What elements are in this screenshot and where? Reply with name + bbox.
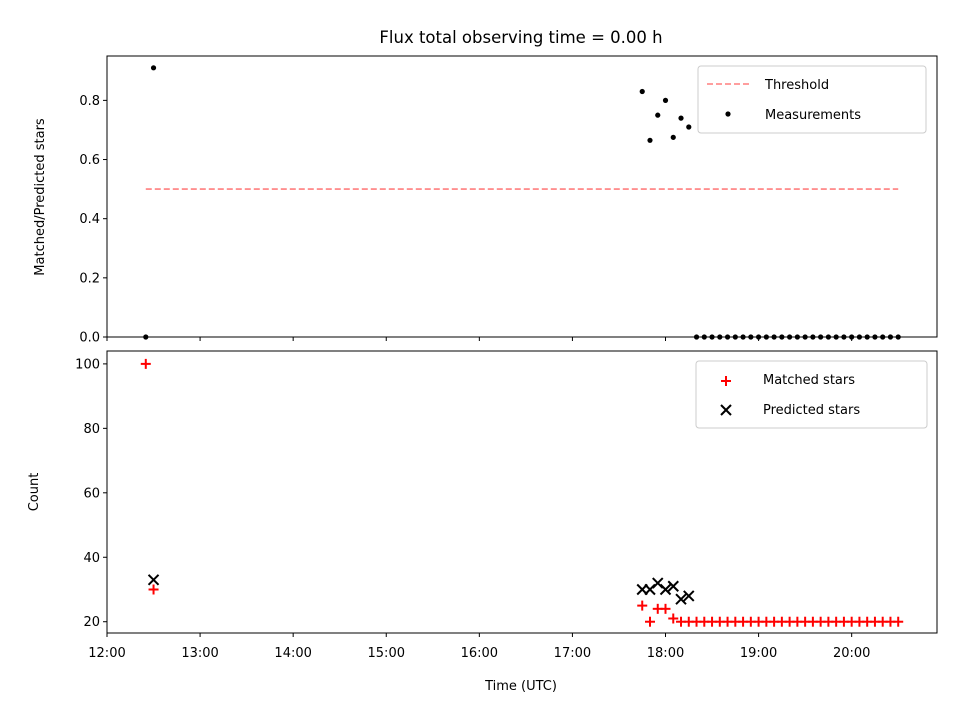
top-panel: 0.00.20.40.60.8 Matched/Predicted stars … xyxy=(33,55,938,346)
measurement-point xyxy=(647,137,653,143)
matched-star-point xyxy=(893,616,904,627)
legend-measurements-label: Measurements xyxy=(765,108,861,123)
x-tick-label: 20:00 xyxy=(833,646,870,661)
x-tick-label: 12:00 xyxy=(88,646,125,661)
top-y-axis-label: Matched/Predicted stars xyxy=(33,118,48,276)
top-y-tick-label: 0.6 xyxy=(79,153,100,168)
matched-star-point xyxy=(660,603,671,614)
bot-y-tick-label: 100 xyxy=(75,357,100,372)
chart-title: Flux total observing time = 0.00 h xyxy=(379,28,662,47)
top-y-tick-label: 0.4 xyxy=(79,212,100,227)
bot-y-tick-label: 80 xyxy=(83,422,100,437)
bot-y-tick-label: 20 xyxy=(83,615,100,630)
legend-matched-swatch xyxy=(721,376,731,386)
bot-y-tick-label: 40 xyxy=(83,551,100,566)
predicted-star-point xyxy=(147,574,160,586)
legend-measurements-swatch xyxy=(725,111,731,117)
x-tick-label: 19:00 xyxy=(740,646,777,661)
predicted-star-point xyxy=(659,583,672,596)
x-tick-label: 17:00 xyxy=(554,646,591,661)
x-tick-label: 16:00 xyxy=(461,646,498,661)
bottom-panel: 20 40 60 80 100 12:00 13:00 14:00 15:00 16:00 17:… xyxy=(27,350,938,694)
measurement-point xyxy=(639,88,645,95)
matched-star-point xyxy=(140,358,151,369)
measurement-point xyxy=(686,124,692,130)
top-y-tick-label: 0.8 xyxy=(79,94,100,109)
legend-predicted-swatch xyxy=(720,404,732,416)
bottom-legend-frame xyxy=(695,360,928,429)
x-tick-label: 13:00 xyxy=(181,646,218,661)
legend-matched-label: Matched stars xyxy=(763,373,855,388)
matched-star-point xyxy=(637,600,648,611)
predicted-star-point xyxy=(675,593,687,605)
bottom-y-axis-label: Count xyxy=(27,473,42,512)
matched-star-point xyxy=(644,616,655,627)
top-y-tick-label: 0.2 xyxy=(79,271,100,286)
measurement-point xyxy=(655,112,661,118)
measurement-point xyxy=(662,97,669,103)
top-legend: Threshold Measurements xyxy=(697,65,927,134)
legend-threshold-label: Threshold xyxy=(764,78,829,93)
measurement-point xyxy=(670,134,676,140)
x-tick-label: 15:00 xyxy=(368,646,405,661)
bottom-legend: Matched stars Predicted stars xyxy=(695,360,928,429)
top-y-tick-label: 0.0 xyxy=(79,331,100,346)
measurement-point xyxy=(150,65,157,71)
top-legend-frame xyxy=(697,65,927,134)
bottom-plot-frame xyxy=(106,350,938,634)
x-axis-label: Time (UTC) xyxy=(484,679,557,694)
matched-star-point xyxy=(148,584,159,595)
predicted-star-point xyxy=(683,590,695,602)
matched-star-point xyxy=(668,613,679,624)
x-tick-label: 14:00 xyxy=(274,646,311,661)
top-plot-frame xyxy=(106,55,938,338)
x-tick-label: 18:00 xyxy=(647,646,684,661)
bot-y-tick-label: 60 xyxy=(83,486,100,501)
predicted-star-point xyxy=(667,580,679,592)
measurement-point xyxy=(678,115,684,121)
legend-predicted-label: Predicted stars xyxy=(763,403,860,418)
